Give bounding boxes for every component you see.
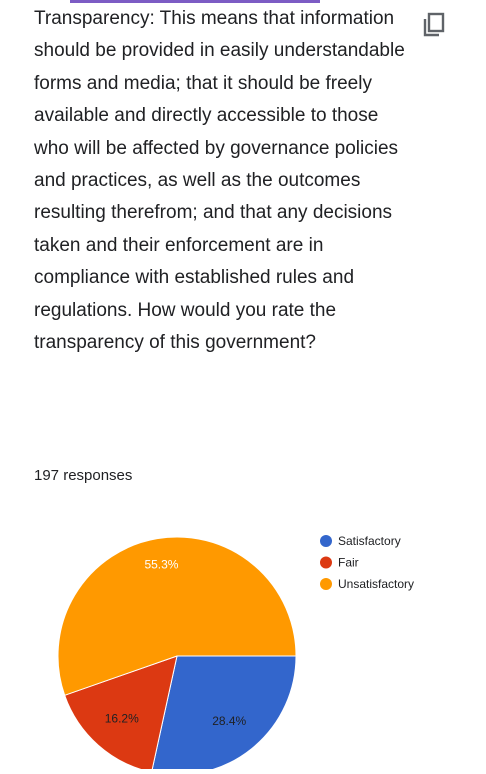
card-accent-bar — [70, 0, 320, 3]
pie-label-fair: 16.2% — [105, 711, 139, 725]
legend-swatch-fair — [320, 556, 332, 569]
question-title: Transparency: This means that informatio… — [34, 8, 405, 354]
pie-slice-unsatisfactory[interactable] — [57, 536, 297, 696]
legend-swatch-unsatisfactory — [320, 578, 332, 590]
legend-label-fair: Fair — [338, 556, 359, 570]
legend-swatch-satisfactory — [320, 535, 332, 547]
pie-slice-satisfactory[interactable] — [150, 655, 297, 774]
legend-label-satisfactory: Satisfactory — [338, 534, 401, 548]
pie-chart: 28.4% 16.2% 55.3% Satisfactory Fair Unsatisfa… — [0, 515, 486, 774]
response-count: 197 responses — [34, 467, 133, 484]
legend-label-unsatisfactory: Unsatisfactory — [338, 577, 414, 591]
pie-chart-svg: 28.4% 16.2% 55.3% Satisfactory Fair Unsatisfa… — [57, 534, 414, 774]
copy-chart-button[interactable] — [418, 8, 450, 40]
pie-label-unsatisfactory: 55.3% — [144, 557, 178, 571]
pie-label-satisfactory: 28.4% — [212, 714, 246, 728]
copy-icon — [423, 12, 445, 37]
